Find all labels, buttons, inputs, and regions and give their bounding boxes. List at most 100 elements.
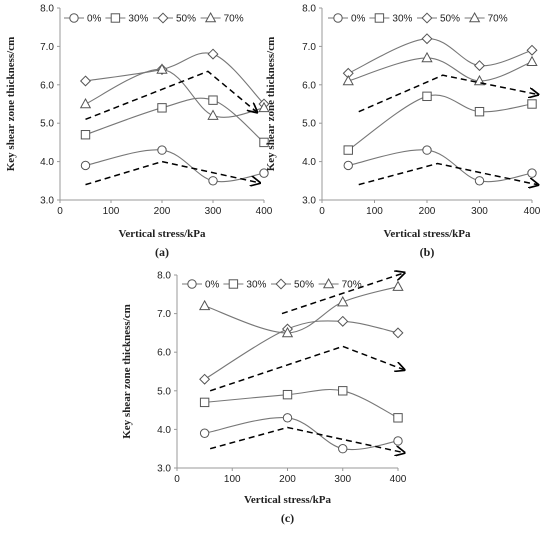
data-point-triangle [337, 295, 349, 307]
x-tick-label: 200 [419, 206, 436, 217]
legend-marker-circle [187, 279, 197, 289]
data-point-circle [343, 160, 353, 171]
legend-marker-square [110, 13, 121, 23]
data-point-diamond [207, 48, 219, 60]
y-tick-label: 7.0 [157, 309, 171, 320]
legend-label-2: 50% [440, 14, 460, 25]
data-point-triangle [421, 51, 433, 63]
trend-arrow-0 [209, 426, 403, 452]
data-point-square [343, 145, 353, 155]
data-point-diamond [421, 33, 433, 45]
series-line-2 [204, 320, 399, 380]
data-point-circle [208, 176, 218, 186]
x-tick-label: 400 [524, 206, 541, 217]
panel-a: 0 100 200 300 400 3.0 4.0 5.0 6.0 7.0 8.0 Vertical … [5, 4, 273, 260]
trend-arrow-1 [358, 74, 538, 113]
data-point-diamond [337, 315, 349, 327]
trend-arrow-0 [358, 162, 538, 185]
y-axis-title: Key shear zone thickness/cm [265, 37, 277, 172]
x-axis-title: Vertical stress/kPa [383, 228, 471, 240]
x-axis-title: Vertical stress/kPa [244, 494, 332, 506]
legend-label-1: 30% [392, 14, 412, 25]
data-point-square [422, 91, 432, 102]
legend-label-2: 50% [294, 280, 314, 291]
x-axis-title: Vertical stress/kPa [118, 228, 206, 240]
panel-label: (c) [281, 511, 294, 525]
y-tick-label: 6.0 [157, 348, 171, 359]
legend-label-0: 0% [87, 14, 102, 25]
data-point-square [157, 103, 167, 113]
y-tick-label: 3.0 [157, 464, 171, 475]
series-line-2 [348, 38, 533, 74]
data-point-diamond [473, 60, 486, 72]
legend-label-3: 70% [488, 14, 508, 25]
y-tick-label: 7.0 [40, 42, 54, 53]
legend-label-3: 70% [342, 280, 362, 291]
y-tick-label: 6.0 [302, 80, 316, 91]
x-tick-label: 100 [103, 206, 120, 217]
data-point-circle [199, 428, 210, 438]
series-line-0 [85, 149, 265, 183]
data-point-square [208, 95, 218, 105]
data-point-square [527, 99, 537, 109]
legend-label-2: 50% [176, 14, 196, 25]
data-point-square [393, 413, 403, 423]
legend: 0% 30% 50% 70% [328, 11, 508, 25]
series-line-3 [348, 57, 533, 82]
data-point-diamond [526, 44, 538, 56]
series-line-3 [204, 286, 399, 334]
data-point-circle [282, 413, 293, 423]
panel-label: (a) [155, 245, 169, 259]
legend-marker-triangle [468, 11, 481, 23]
x-tick-label: 0 [319, 206, 325, 217]
legend-marker-circle [69, 13, 79, 23]
series-line-0 [348, 149, 533, 183]
data-point-triangle [258, 101, 270, 113]
data-point-circle [157, 145, 167, 155]
data-point-diamond [79, 75, 92, 87]
data-point-square [282, 389, 293, 400]
data-point-triangle [207, 109, 219, 120]
x-tick-label: 0 [174, 474, 180, 485]
legend-marker-circle [333, 13, 343, 23]
x-tick-label: 400 [256, 206, 273, 217]
data-point-square [474, 106, 485, 117]
x-tick-label: 100 [224, 474, 241, 485]
legend-marker-square [374, 13, 385, 23]
data-point-triangle [342, 74, 354, 86]
trend-arrow-1 [85, 70, 257, 121]
panel-c: 0 100 200 300 400 3.0 4.0 5.0 6.0 7.0 8.0 Vertical … [121, 271, 407, 525]
data-point-triangle [198, 299, 211, 311]
legend-label-0: 0% [351, 14, 366, 25]
panel-label: (b) [420, 245, 435, 259]
data-point-diamond [392, 327, 404, 339]
x-tick-label: 200 [279, 474, 296, 485]
series-line-1 [85, 97, 265, 143]
data-point-circle [474, 176, 485, 186]
y-tick-label: 4.0 [302, 157, 316, 168]
x-tick-label: 200 [154, 206, 171, 217]
legend-label-3: 70% [224, 14, 244, 25]
data-point-triangle [392, 280, 404, 291]
legend-marker-diamond [421, 12, 433, 24]
trend-arrow-1 [209, 345, 403, 392]
x-tick-label: 0 [57, 206, 63, 217]
legend: 0% 30% 50% 70% [64, 11, 244, 25]
series-line-0 [204, 417, 399, 451]
x-tick-label: 300 [471, 206, 488, 217]
legend-label-0: 0% [205, 280, 220, 291]
y-tick-label: 3.0 [40, 196, 54, 207]
data-point-circle [393, 436, 403, 446]
y-axis-title: Key shear zone thickness/cm [5, 37, 17, 172]
series-line-1 [204, 388, 399, 419]
y-tick-label: 5.0 [157, 386, 171, 397]
y-tick-label: 8.0 [40, 4, 54, 15]
data-point-circle [259, 168, 269, 178]
series-line-2 [85, 52, 265, 105]
data-point-circle [338, 444, 348, 454]
data-point-square [80, 130, 91, 140]
y-tick-label: 3.0 [302, 196, 316, 207]
series-line-1 [347, 94, 533, 151]
